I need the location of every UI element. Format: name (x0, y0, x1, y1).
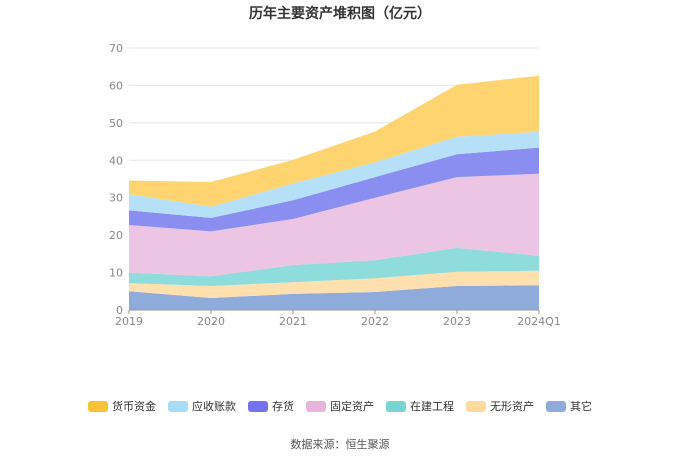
x-tick-label: 2020 (197, 315, 225, 328)
x-tick-label: 2021 (279, 315, 307, 328)
area-series-存货 (129, 147, 539, 232)
x-tick-label: 2022 (361, 315, 389, 328)
legend-label: 其它 (570, 400, 592, 413)
x-tick-label: 2023 (443, 315, 471, 328)
y-tick-label: 0 (116, 304, 123, 317)
legend: 货币资金 应收账款 存货 固定资产 在建工程 无形资产 其它 (0, 398, 680, 414)
legend-item[interactable]: 无形资产 (466, 398, 534, 414)
area-series-固定资产 (129, 173, 539, 277)
legend-label: 在建工程 (410, 400, 454, 413)
data-source: 数据来源：恒生聚源 (290, 438, 390, 451)
legend-label: 无形资产 (490, 400, 534, 413)
area-series-货币资金 (129, 75, 539, 207)
legend-swatch (306, 400, 326, 412)
chart-title: 历年主要资产堆积图（亿元） (249, 6, 431, 22)
y-tick-label: 70 (109, 42, 123, 55)
legend-item[interactable]: 应收账款 (168, 398, 236, 414)
legend-label: 货币资金 (112, 400, 156, 413)
x-tick-label: 2019 (115, 315, 143, 328)
legend-swatch (88, 400, 108, 412)
legend-swatch (168, 400, 188, 412)
legend-label: 存货 (272, 400, 294, 413)
area-series-其它 (129, 285, 539, 310)
y-tick-label: 20 (109, 229, 123, 242)
y-tick-label: 60 (109, 79, 123, 92)
area-series-在建工程 (129, 247, 539, 286)
legend-label: 应收账款 (192, 400, 236, 413)
y-tick-label: 30 (109, 192, 123, 205)
legend-swatch (248, 400, 268, 412)
y-tick-label: 10 (109, 267, 123, 280)
legend-label: 固定资产 (330, 400, 374, 413)
legend-item[interactable]: 在建工程 (386, 398, 454, 414)
legend-item[interactable]: 固定资产 (306, 398, 374, 414)
legend-swatch (546, 400, 566, 412)
legend-item[interactable]: 其它 (546, 398, 592, 414)
legend-swatch (466, 400, 486, 412)
y-tick-label: 50 (109, 117, 123, 130)
area-series-应收账款 (129, 131, 539, 218)
legend-item[interactable]: 存货 (248, 398, 294, 414)
x-tick-label: 2024Q1 (517, 315, 561, 328)
legend-item[interactable]: 货币资金 (88, 398, 156, 414)
legend-swatch (386, 400, 406, 412)
area-series-无形资产 (129, 270, 539, 298)
y-tick-label: 40 (109, 154, 123, 167)
